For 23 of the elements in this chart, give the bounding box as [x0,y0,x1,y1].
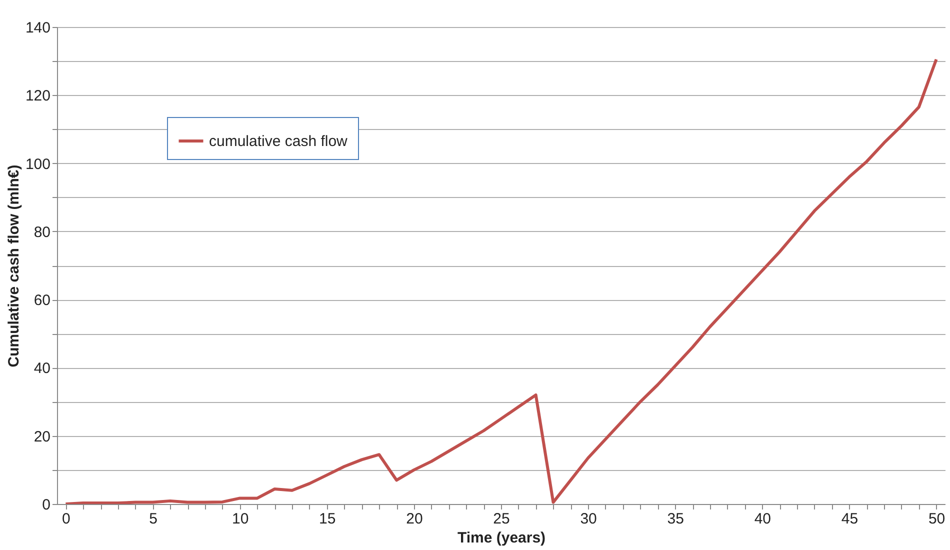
x-tick-label: 50 [928,510,946,528]
x-tick-label: 25 [493,510,510,528]
y-tick-label: 60 [34,292,50,310]
y-tick-label: 20 [34,428,50,446]
x-tick-label: 45 [841,510,858,528]
x-tick-label: 30 [580,510,597,528]
x-axis-title: Time (years) [457,530,546,546]
y-tick-label: 100 [25,156,50,173]
x-tick-label: 20 [406,510,423,528]
y-tick-label: 120 [25,88,50,105]
x-tick-label: 15 [319,510,336,528]
y-tick-label: 0 [42,496,50,514]
x-tick-label: 0 [62,510,70,528]
y-tick-label: 40 [34,360,50,378]
x-tick-label: 5 [149,510,158,528]
y-tick-label: 140 [25,20,50,36]
x-tick-label: 40 [754,510,772,528]
x-tick-label: 10 [232,510,249,528]
line-series [64,58,938,504]
y-tick-label: 80 [34,224,50,241]
y-axis-title: Cumulative cash flow (mln€) [5,164,22,368]
legend-label: cumulative cash flow [209,133,348,150]
x-tick-label: 35 [667,510,684,528]
